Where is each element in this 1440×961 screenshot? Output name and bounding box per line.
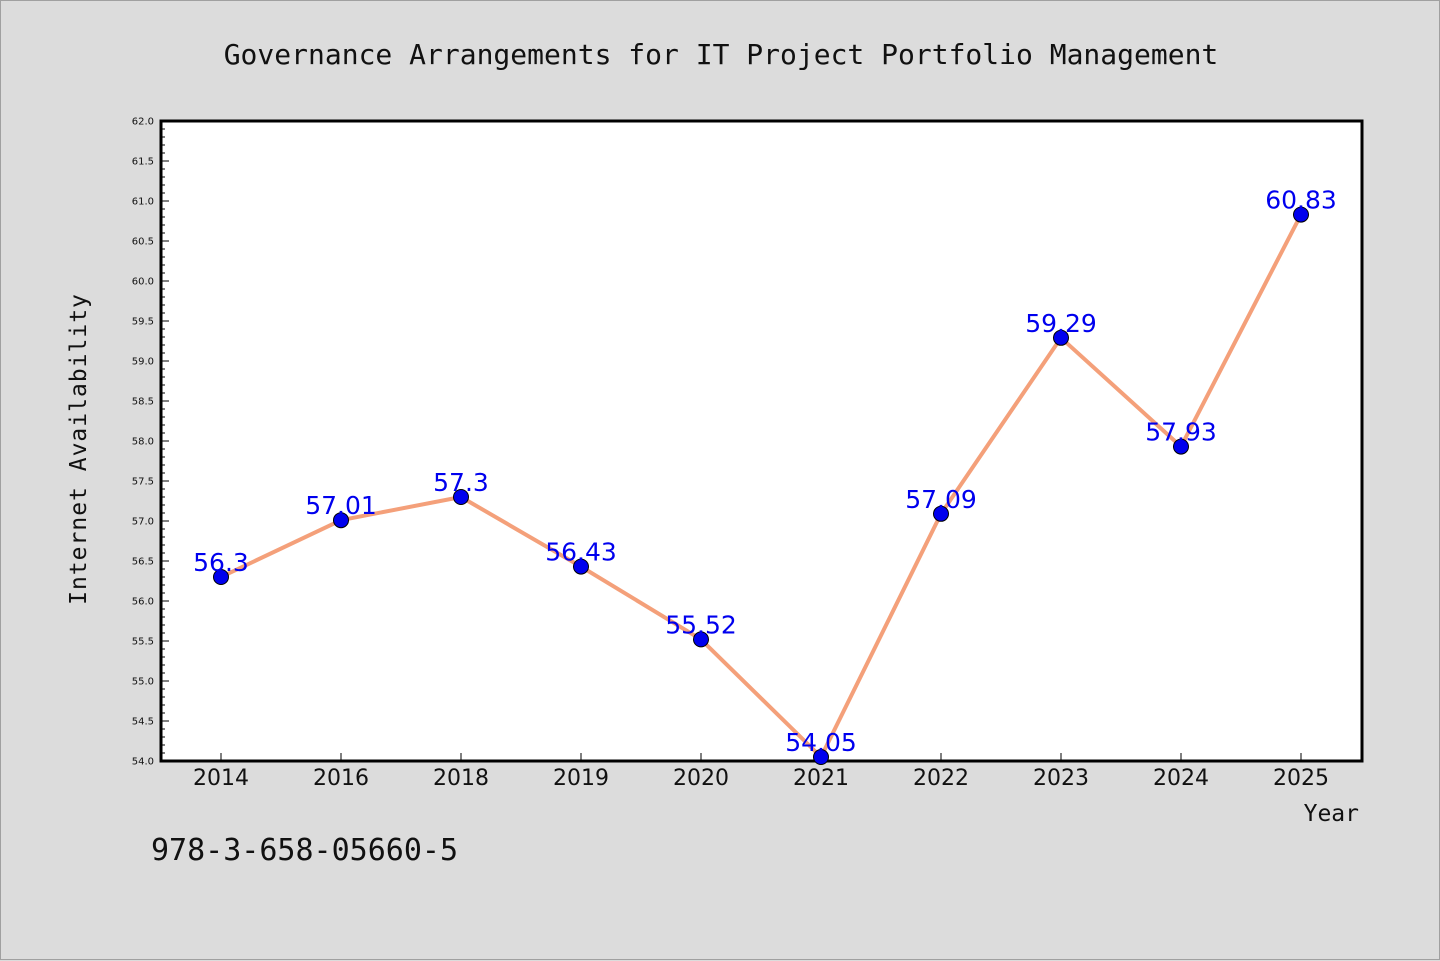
- data-point: [573, 558, 589, 575]
- x-axis-label: Year: [1304, 801, 1359, 827]
- data-point: [333, 512, 349, 529]
- y-tick-label: 61.0: [132, 197, 154, 208]
- y-tick-label: 55.0: [132, 677, 154, 688]
- y-tick-label: 57.0: [132, 517, 154, 528]
- data-point: [933, 505, 949, 522]
- x-tick-label: 2025: [1273, 766, 1329, 791]
- x-tick-label: 2023: [1033, 766, 1089, 791]
- y-tick-label: 59.0: [132, 357, 154, 368]
- x-tick-label: 2016: [313, 766, 369, 791]
- x-axis: 2014 2016 2018 2019 2020 2021 2022 2023 2024 2025: [193, 753, 1329, 791]
- x-tick-label: 2020: [673, 766, 729, 791]
- x-tick-label: 2019: [553, 766, 609, 791]
- y-tick-label: 55.5: [132, 637, 154, 648]
- isbn-footnote: 978-3-658-05660-5: [151, 833, 459, 868]
- data-label: 60.83: [1265, 186, 1337, 215]
- data-label: 54.05: [785, 728, 857, 757]
- y-tick-label: 54.5: [132, 717, 154, 728]
- data-point: [1173, 438, 1189, 455]
- y-tick-label: 60.5: [132, 237, 154, 248]
- data-point: [1293, 206, 1309, 223]
- data-labels: 56.3 57.01 57.3 56.43 55.52 54.05 57.09 59.29 57…: [193, 186, 1337, 757]
- data-label: 56.43: [545, 538, 617, 567]
- y-axis: 54.0 54.5 55.0 55.5 56.0 56.5 57.0 57.5 58.0 58.5…: [132, 117, 169, 768]
- series-line: [220, 213, 1303, 759]
- data-label: 55.52: [665, 610, 737, 639]
- y-tick-label: 62.0: [132, 117, 154, 128]
- y-tick-label: 58.0: [132, 437, 154, 448]
- data-label: 56.3: [193, 548, 249, 577]
- x-tick-label: 2018: [433, 766, 489, 791]
- y-tick-label: 56.0: [132, 597, 154, 608]
- x-tick-label: 2022: [913, 766, 969, 791]
- x-tick-label: 2024: [1153, 766, 1209, 791]
- y-tick-label: 61.5: [132, 157, 154, 168]
- y-tick-label: 54.0: [132, 757, 154, 768]
- data-label: 57.3: [433, 468, 489, 497]
- y-tick-label: 57.5: [132, 477, 154, 488]
- y-tick-label: 56.5: [132, 557, 154, 568]
- data-label: 57.01: [305, 491, 377, 520]
- y-axis-label: Internet Availability: [66, 293, 92, 605]
- chart-title: Governance Arrangements for IT Project P…: [224, 38, 1219, 71]
- data-point: [813, 749, 829, 765]
- y-tick-label: 60.0: [132, 277, 154, 288]
- data-label: 59.29: [1025, 309, 1097, 338]
- data-label: 57.09: [905, 485, 977, 514]
- y-tick-label: 58.5: [132, 397, 154, 408]
- y-tick-label: 59.5: [132, 317, 154, 328]
- data-label: 57.93: [1145, 418, 1217, 447]
- data-point: [213, 569, 229, 585]
- data-point: [1053, 329, 1069, 346]
- plot-area: [159, 119, 1364, 763]
- x-tick-label: 2021: [793, 766, 849, 791]
- data-markers: [213, 206, 1309, 765]
- x-tick-label: 2014: [193, 766, 249, 791]
- data-point: [693, 631, 709, 648]
- data-point: [453, 489, 469, 505]
